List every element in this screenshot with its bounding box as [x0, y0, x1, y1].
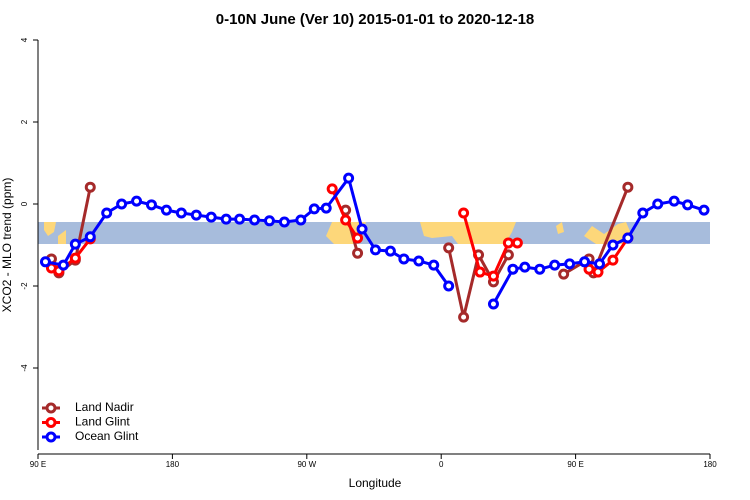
legend-label: Land Nadir [75, 400, 134, 414]
x-tick-label: 0 [439, 460, 444, 469]
data-point [369, 244, 381, 256]
data-point [474, 266, 486, 278]
ocean-strip [38, 222, 710, 244]
data-point [511, 237, 523, 249]
data-point [502, 237, 514, 249]
data-point [205, 211, 217, 223]
data-point [352, 232, 364, 244]
data-point [160, 204, 172, 216]
data-point [458, 207, 470, 219]
data-point [340, 214, 352, 226]
legend-marker [45, 417, 57, 428]
data-point [39, 256, 51, 268]
data-point [593, 258, 605, 270]
data-point [101, 207, 113, 219]
data-point [622, 232, 634, 244]
data-point [607, 254, 619, 266]
data-point [175, 207, 187, 219]
data-point [116, 198, 128, 210]
data-point [343, 172, 355, 184]
data-point [583, 263, 595, 275]
chart-title: 0-10N June (Ver 10) 2015-01-01 to 2020-1… [216, 11, 535, 28]
data-point [458, 311, 470, 323]
x-tick-label: 90 W [297, 460, 316, 469]
data-point [549, 259, 561, 271]
data-point [637, 207, 649, 219]
data-point [278, 216, 290, 228]
land-mask-strip [38, 222, 710, 244]
data-point [507, 263, 519, 275]
legend-label: Land Glint [75, 415, 130, 429]
data-point [607, 239, 619, 251]
data-point [652, 198, 664, 210]
data-point [622, 181, 634, 193]
y-tick-label: -2 [20, 282, 29, 290]
data-point [443, 242, 455, 254]
y-tick-label: -4 [20, 364, 29, 372]
y-tick-label: 2 [20, 119, 29, 124]
data-point [84, 231, 96, 243]
data-point [428, 259, 440, 271]
data-point [682, 199, 694, 211]
legend-label: Ocean Glint [75, 429, 139, 443]
data-point [295, 214, 307, 226]
y-axis-label: XCO2 - MLO trend (ppm) [0, 178, 14, 313]
data-point [398, 253, 410, 265]
data-point [190, 209, 202, 221]
data-point [326, 183, 338, 195]
data-point [263, 215, 275, 227]
data-point [443, 280, 455, 292]
data-point [487, 298, 499, 310]
data-point [413, 255, 425, 267]
data-point [249, 214, 261, 226]
data-point [57, 259, 69, 271]
data-point [308, 203, 320, 215]
y-tick-label: 4 [20, 37, 29, 42]
land [556, 222, 564, 234]
data-point [234, 213, 246, 225]
data-point [579, 256, 591, 268]
data-point [220, 213, 232, 225]
data-point [69, 238, 81, 250]
data-point [84, 181, 96, 193]
data-point [564, 258, 576, 270]
x-tick-label: 180 [166, 460, 180, 469]
data-point [384, 245, 396, 257]
y-tick-label: 0 [20, 201, 29, 206]
data-point [487, 270, 499, 282]
land [44, 222, 56, 236]
data-point [356, 223, 368, 235]
data-point [558, 268, 570, 280]
x-tick-label: 90 E [30, 460, 46, 469]
legend-marker [45, 402, 57, 414]
data-point [320, 202, 332, 214]
x-axis-label: Longitude [349, 476, 402, 490]
data-point [668, 195, 680, 207]
data-point [352, 247, 364, 259]
land [58, 230, 66, 244]
data-point [698, 204, 710, 216]
x-tick-label: 180 [703, 460, 717, 469]
data-point [534, 263, 546, 275]
data-point [69, 252, 81, 264]
x-tick-label: 90 E [567, 460, 583, 469]
data-point [519, 261, 531, 273]
data-point [145, 199, 157, 211]
data-point [592, 266, 604, 278]
data-point [131, 195, 143, 207]
legend-marker [45, 431, 57, 443]
